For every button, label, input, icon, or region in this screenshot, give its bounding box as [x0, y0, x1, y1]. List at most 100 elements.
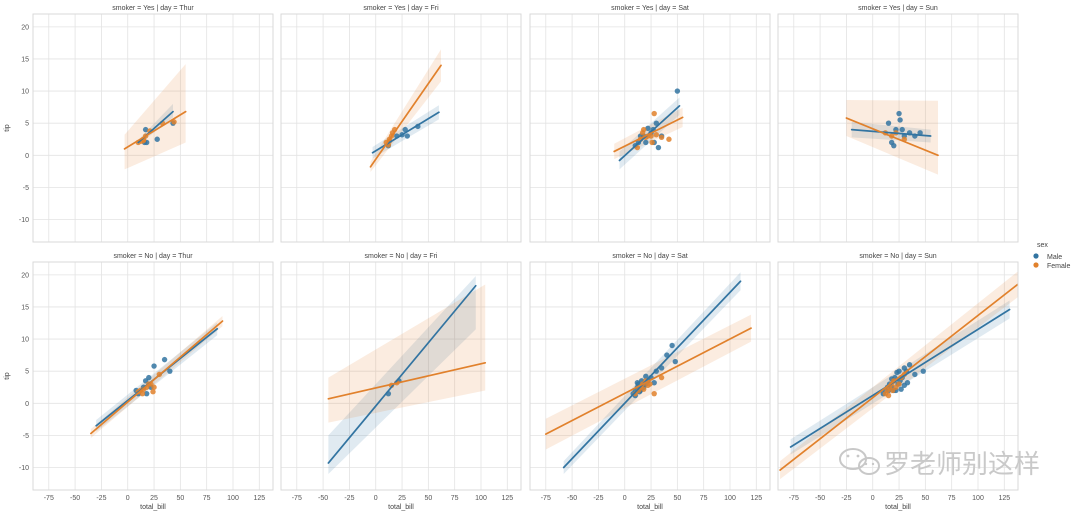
x-tick-label: 125 — [998, 495, 1010, 502]
data-point-male — [906, 362, 913, 368]
y-tick-label: -5 — [23, 433, 29, 440]
y-axis-label: tip — [4, 372, 11, 380]
data-point-male — [891, 142, 897, 149]
facet-title: smoker = Yes | day = Fri — [363, 5, 439, 12]
data-point-male — [897, 117, 903, 123]
ci-band-female — [780, 271, 1018, 480]
data-point-female — [640, 126, 647, 133]
x-tick-label: 125 — [750, 495, 762, 502]
x-tick-label: 25 — [647, 495, 655, 502]
panel-frame — [32, 13, 274, 243]
regression-line-female — [544, 327, 752, 435]
facet-title: smoker = No | day = Fri — [364, 253, 437, 260]
regression-line-female — [779, 283, 1018, 471]
regression-line-female — [327, 361, 487, 400]
regression-line-female — [90, 320, 224, 435]
x-tick-label: 75 — [203, 495, 211, 502]
data-point-female — [171, 119, 177, 125]
data-point-female — [651, 390, 657, 397]
data-point-male — [167, 368, 173, 374]
facet-panel-1-3: smoker = No | day = Sun -75 -50 -25 0 25 50 75 1… — [777, 253, 1019, 511]
regression-line-female — [123, 110, 187, 150]
data-point-male — [402, 126, 408, 133]
x-tick-label: 0 — [374, 495, 378, 502]
data-point-female — [885, 392, 892, 399]
data-point-male — [912, 371, 918, 378]
plot-area — [845, 100, 939, 175]
regression-line-male — [327, 284, 477, 464]
facet-panels: smoker = Yes | day = Thur-10-505101520ti… — [4, 5, 1019, 511]
x-tick-label: 100 — [724, 495, 736, 502]
x-tick-label: 25 — [150, 495, 158, 502]
data-point-male — [151, 363, 157, 369]
watermark-text: 罗老师别这样 — [884, 449, 1040, 479]
data-point-male — [643, 373, 649, 380]
x-tick-label: -25 — [841, 495, 851, 502]
data-point-male — [142, 126, 149, 133]
x-tick-label: -25 — [96, 495, 106, 502]
legend-marker-male — [1033, 253, 1039, 259]
y-tick-label: 5 — [25, 369, 29, 376]
x-tick-label: 100 — [227, 495, 239, 502]
watermark: 罗老师别这样 — [839, 448, 1040, 479]
regression-line-male — [562, 280, 742, 469]
y-tick-label: -10 — [19, 465, 29, 472]
x-tick-label: 0 — [871, 495, 875, 502]
x-tick-label: 0 — [623, 495, 627, 502]
ci-band-female — [328, 284, 486, 423]
data-point-male — [154, 136, 160, 142]
facet-title: smoker = No | day = Sun — [859, 253, 936, 260]
data-point-male — [634, 380, 641, 386]
data-point-male — [885, 120, 892, 126]
panel-frame — [529, 261, 771, 491]
data-point-male — [645, 125, 651, 132]
x-tick-label: 100 — [475, 495, 487, 502]
x-tick-label: 125 — [501, 495, 513, 502]
data-point-female — [151, 384, 157, 390]
y-tick-label: 0 — [25, 401, 29, 408]
data-point-male — [920, 368, 926, 374]
plot-area — [779, 271, 1018, 480]
x-tick-label: 50 — [673, 495, 681, 502]
x-tick-label: 25 — [895, 495, 903, 502]
data-point-male — [674, 88, 681, 94]
x-axis-label: total_bill — [140, 504, 166, 511]
data-point-male — [894, 369, 900, 376]
data-point-male — [404, 133, 411, 139]
regression-line-male — [371, 111, 440, 154]
facet-panel-0-0: smoker = Yes | day = Thur -10 -5 0 5 10 15 20 ti… — [4, 5, 274, 243]
y-tick-label: 0 — [25, 153, 29, 160]
x-tick-label: -50 — [318, 495, 328, 502]
x-tick-label: -75 — [541, 495, 551, 502]
data-point-male — [898, 386, 904, 392]
x-tick-label: 50 — [921, 495, 929, 502]
x-tick-label: -25 — [344, 495, 354, 502]
data-point-female — [658, 134, 665, 141]
x-tick-label: -50 — [567, 495, 577, 502]
x-tick-label: 0 — [126, 495, 130, 502]
panel-frame — [529, 13, 771, 243]
data-point-female — [645, 382, 651, 389]
data-point-male — [896, 110, 902, 117]
x-tick-label: -50 — [70, 495, 80, 502]
legend-entry-male: Male — [1047, 254, 1062, 261]
facet-title: smoker = Yes | day = Thur — [112, 5, 194, 12]
regression-line-female — [369, 64, 442, 168]
y-tick-label: -10 — [19, 217, 29, 224]
regression-line-male — [850, 128, 932, 137]
x-tick-label: -75 — [44, 495, 54, 502]
regression-line-male — [789, 308, 1011, 448]
facet-title: smoker = No | day = Sat — [612, 253, 687, 260]
plot-area — [369, 49, 442, 172]
data-point-female — [896, 381, 902, 387]
x-tick-label: -25 — [593, 495, 603, 502]
facet-panel-0-3: smoker = Yes | day = Sun — [777, 5, 1019, 243]
plot-area — [613, 88, 684, 170]
ci-band-male — [563, 272, 741, 474]
legend-marker-female — [1033, 262, 1039, 268]
panel-frame — [280, 13, 522, 243]
plot-area — [327, 276, 487, 474]
regression-line-female — [613, 116, 684, 153]
data-point-male — [669, 342, 675, 349]
